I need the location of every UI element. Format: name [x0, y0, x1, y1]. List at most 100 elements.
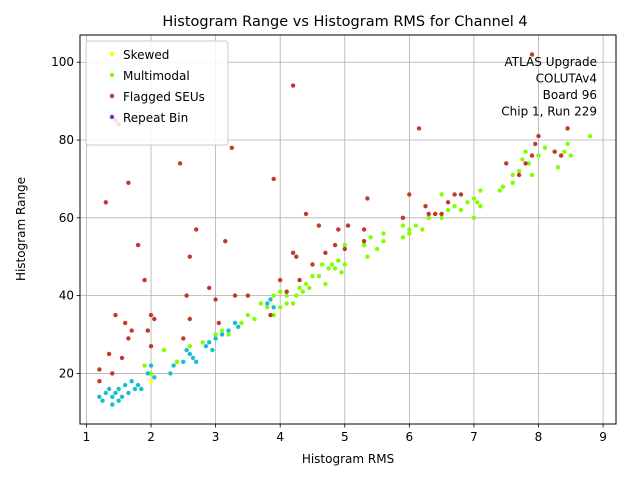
data-point [400, 215, 406, 220]
data-point [423, 204, 428, 209]
data-point [148, 312, 154, 318]
data-point [152, 375, 157, 380]
data-point [426, 215, 431, 220]
data-point [332, 266, 338, 271]
data-point [148, 371, 154, 376]
data-point [271, 176, 276, 182]
chart-annotation: ATLAS Upgrade COLUTAv4 Board 96 Chip 1, Run… [501, 55, 597, 119]
data-point [332, 242, 338, 248]
data-point [110, 402, 115, 407]
data-point [552, 149, 557, 154]
data-point [110, 371, 115, 376]
data-point [478, 188, 483, 193]
data-point [413, 223, 418, 228]
annotation-line: Board 96 [543, 88, 597, 102]
data-point [381, 231, 386, 236]
y-tick-label: 80 [59, 133, 74, 147]
data-point [187, 344, 192, 349]
data-point [307, 285, 312, 291]
data-point [106, 386, 112, 392]
data-point [110, 394, 115, 399]
data-point [271, 293, 276, 298]
legend-label: Repeat Bin [123, 111, 188, 125]
data-point [229, 145, 234, 150]
data-point [181, 336, 186, 341]
data-point [361, 239, 367, 244]
data-point [245, 293, 251, 298]
data-point [407, 192, 412, 197]
data-point [329, 262, 335, 267]
data-point [284, 289, 289, 294]
data-point [365, 196, 370, 201]
data-point [129, 379, 134, 384]
data-point [407, 231, 412, 236]
data-point [232, 320, 238, 326]
data-point [475, 200, 480, 205]
data-point [103, 390, 109, 396]
data-point [439, 211, 444, 217]
data-point [119, 394, 125, 399]
data-point [148, 379, 154, 384]
data-point [119, 355, 125, 361]
data-point [187, 254, 192, 259]
data-point [471, 215, 477, 220]
data-point [316, 223, 322, 228]
legend: Skewed Multimodal Flagged SEUs Repeat Bin [85, 40, 229, 146]
y-tick-label: 40 [59, 289, 74, 303]
data-point [303, 281, 309, 287]
legend-box [85, 40, 229, 146]
data-point [565, 126, 570, 131]
data-point [361, 227, 367, 232]
y-axis-ticks: 20 40 60 80 100 [51, 55, 80, 380]
data-point [445, 207, 451, 213]
data-point [342, 242, 347, 248]
data-point [187, 351, 192, 357]
data-point [323, 281, 328, 287]
data-point [226, 328, 231, 333]
y-tick-label: 100 [51, 55, 74, 69]
data-point [258, 301, 263, 306]
data-point [445, 200, 451, 205]
data-point [213, 297, 218, 302]
data-point [555, 165, 561, 170]
data-point [323, 250, 328, 255]
data-point [190, 355, 196, 361]
data-point [500, 184, 506, 189]
data-point [290, 301, 296, 306]
legend-marker [109, 114, 115, 120]
data-point [236, 324, 241, 329]
data-point [316, 274, 322, 279]
data-point [239, 320, 244, 326]
data-point [232, 293, 238, 298]
annotation-line: ATLAS Upgrade [504, 55, 597, 69]
data-point [116, 398, 121, 403]
legend-label: Flagged SEUs [123, 90, 205, 104]
data-point [420, 227, 425, 232]
data-point [345, 223, 351, 228]
data-point [216, 320, 221, 326]
data-points [97, 52, 593, 407]
data-point [174, 359, 180, 364]
y-axis-label: Histogram Range [14, 177, 28, 281]
data-point [97, 367, 102, 372]
data-point [113, 390, 118, 396]
data-point [278, 277, 283, 283]
data-point [194, 227, 199, 232]
data-point [523, 149, 528, 154]
data-point [252, 316, 257, 322]
data-point [452, 192, 457, 197]
data-point [184, 347, 189, 353]
annotation-line: COLUTAv4 [536, 72, 597, 86]
y-tick-label: 20 [59, 366, 74, 380]
data-point [310, 274, 315, 279]
data-point [213, 332, 218, 337]
x-axis-ticks: 1 2 3 4 5 6 7 8 9 [83, 424, 607, 444]
data-point [106, 351, 112, 357]
data-point [142, 277, 147, 283]
data-point [400, 235, 406, 240]
data-point [132, 386, 138, 392]
data-point [284, 293, 289, 298]
data-point [294, 293, 299, 298]
data-point [278, 289, 283, 294]
